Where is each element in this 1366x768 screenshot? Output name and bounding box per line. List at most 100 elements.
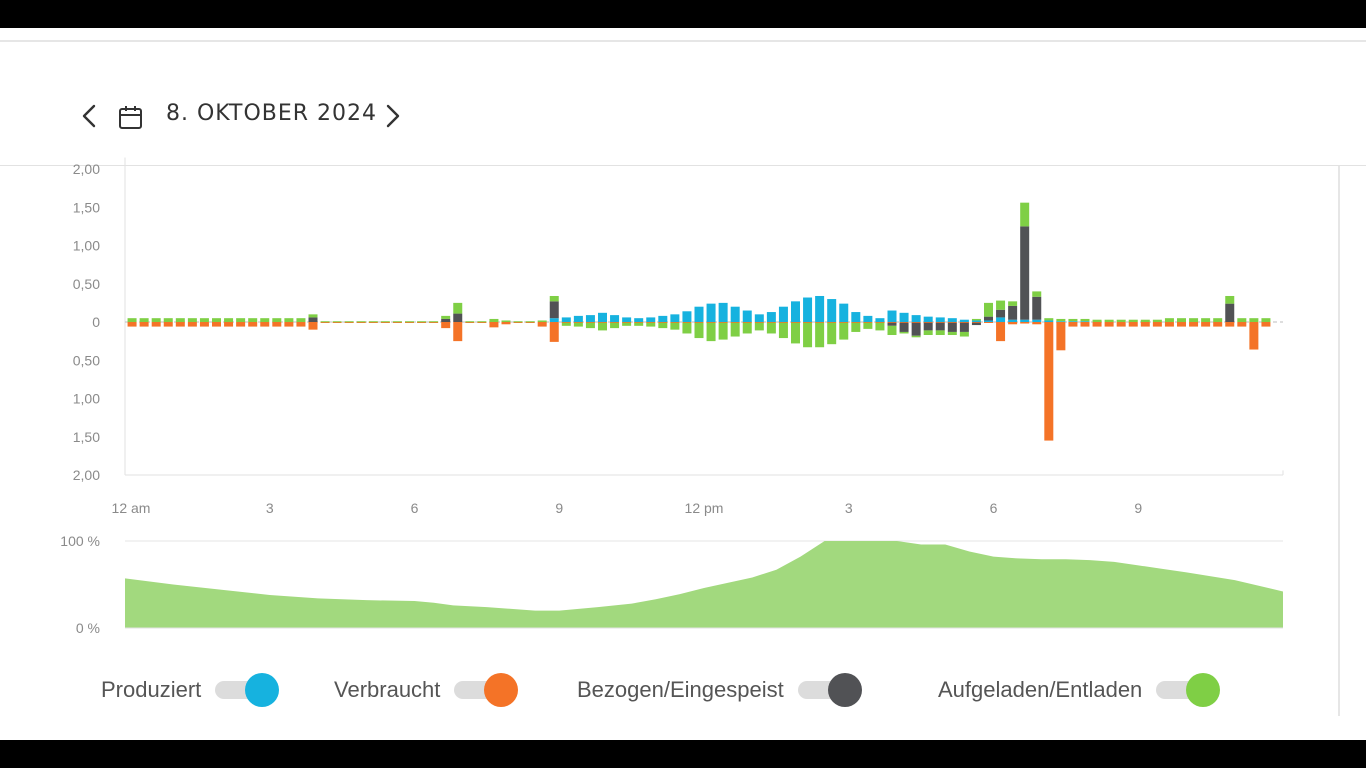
date-label[interactable]: 8. OKTOBER 2024 [166, 101, 378, 126]
produziert-bar [1080, 321, 1090, 323]
bezogen-bar [1225, 303, 1235, 322]
aufgeladen-bar [320, 321, 330, 323]
produziert-bar [778, 306, 788, 322]
verbraucht-bar [923, 322, 933, 323]
aufgeladen-bar [1056, 318, 1066, 322]
verbraucht-bar [1213, 322, 1223, 327]
verbraucht-bar [839, 322, 849, 323]
aufgeladen-bar [260, 318, 270, 322]
verbraucht-bar [187, 322, 197, 327]
y-tick-label: 2,00 [73, 467, 100, 483]
y-tick-label: 0 [92, 314, 100, 330]
verbraucht-bar [477, 322, 487, 323]
legend-label: Aufgeladen/Entladen [938, 677, 1143, 702]
legend-item-aufgeladen-entladen[interactable]: Aufgeladen/Entladen [938, 670, 1221, 710]
aufgeladen-bar [646, 322, 656, 327]
produziert-bar [1056, 321, 1066, 323]
verbraucht-bar [489, 322, 499, 328]
bezogen-bar [441, 318, 451, 322]
produziert-bar [863, 315, 873, 322]
aufgeladen-bar [815, 322, 825, 348]
verbraucht-bar [610, 322, 620, 323]
chevron-right-icon[interactable] [382, 104, 402, 128]
aufgeladen-bar [947, 331, 957, 336]
verbraucht-toggle[interactable] [454, 673, 519, 707]
aufgeladen-bar [380, 321, 390, 323]
aufgeladen-bar [1128, 319, 1138, 322]
aufgeladen-bar [694, 322, 704, 339]
aufgeladen-bar [392, 321, 402, 323]
legend-label: Bezogen/Eingespeist [577, 677, 784, 702]
aufgeladen-bar [899, 331, 909, 334]
aufgeladen-bar [1068, 318, 1078, 322]
verbraucht-bar [766, 322, 776, 323]
produziert-bar [875, 318, 885, 322]
produziert-bar [598, 312, 607, 322]
produziert-bar [694, 306, 704, 322]
produziert-bar [670, 314, 680, 322]
verbraucht-bar [525, 322, 535, 323]
aufgeladen-bar [1104, 319, 1114, 322]
produziert-bar [730, 306, 740, 322]
verbraucht-bar [272, 322, 282, 327]
verbraucht-bar [1116, 322, 1126, 327]
verbraucht-bar [405, 322, 414, 323]
top-divider [0, 40, 1366, 42]
produziert-toggle[interactable] [215, 673, 280, 707]
verbraucht-bar [1008, 322, 1018, 325]
verbraucht-bar [284, 322, 294, 327]
chevron-left-icon[interactable] [80, 104, 100, 128]
aufgeladen-bar [1152, 319, 1162, 322]
verbraucht-bar [754, 322, 764, 323]
verbraucht-bar [863, 322, 873, 323]
verbraucht-bar [380, 322, 390, 323]
verbraucht-bar [199, 322, 209, 327]
verbraucht-bar [730, 322, 740, 323]
aufgeladen-bar [1237, 318, 1247, 322]
aufgeladen-entladen-toggle[interactable] [1156, 673, 1221, 707]
aufgeladen-bar [199, 318, 209, 322]
produziert-bar [815, 295, 825, 322]
aufgeladen-bar [1213, 318, 1223, 322]
verbraucht-bar [1092, 322, 1102, 327]
bezogen-eingespeist-toggle[interactable] [797, 673, 862, 707]
bezogen-bar [549, 301, 559, 319]
produziert-bar [827, 299, 837, 322]
verbraucht-bar [296, 322, 306, 327]
aufgeladen-bar [803, 322, 813, 348]
aufgeladen-bar [610, 322, 620, 329]
verbraucht-bar [236, 322, 246, 327]
legend-item-verbraucht[interactable]: Verbraucht [334, 670, 519, 710]
scrollbar[interactable] [1338, 166, 1340, 716]
area-y-tick-label: 0 % [76, 620, 100, 636]
aufgeladen-bar [429, 321, 439, 323]
aufgeladen-bar [682, 322, 692, 334]
aufgeladen-bar [236, 318, 246, 322]
verbraucht-bar [248, 322, 258, 327]
y-tick-label: 2,00 [73, 161, 100, 177]
verbraucht-bar [1249, 322, 1259, 350]
aufgeladen-bar [561, 322, 571, 326]
aufgeladen-bar [996, 300, 1006, 310]
verbraucht-bar [392, 322, 402, 323]
aufgeladen-bar [1177, 318, 1186, 322]
aufgeladen-bar [1201, 318, 1211, 322]
aufgeladen-bar [598, 322, 607, 331]
legend-item-produziert[interactable]: Produziert [101, 670, 280, 710]
energy-chart: 2,00 1,50 1,00 0,50 0 0,50 1,00 1,50 2,00 12 am 3 6… [60, 157, 1284, 636]
legend-item-bezogen-eingespeist[interactable]: Bezogen/Eingespeist [577, 670, 862, 710]
produziert-bar [887, 310, 897, 322]
calendar-icon [119, 106, 142, 129]
y-tick-label: 1,00 [73, 391, 100, 407]
produziert-bar [899, 312, 909, 322]
bezogen-bar [1032, 296, 1042, 320]
aufgeladen-bar [1164, 318, 1174, 322]
aufgeladen-bar [658, 322, 668, 329]
produziert-bar [1032, 319, 1042, 322]
aufgeladen-bar [887, 325, 897, 336]
bezogen-bar [1008, 305, 1018, 320]
verbraucht-bar [658, 322, 668, 323]
verbraucht-bar [1020, 322, 1030, 324]
aufgeladen-bar [730, 322, 740, 337]
y-tick-label: 0,50 [73, 276, 100, 292]
